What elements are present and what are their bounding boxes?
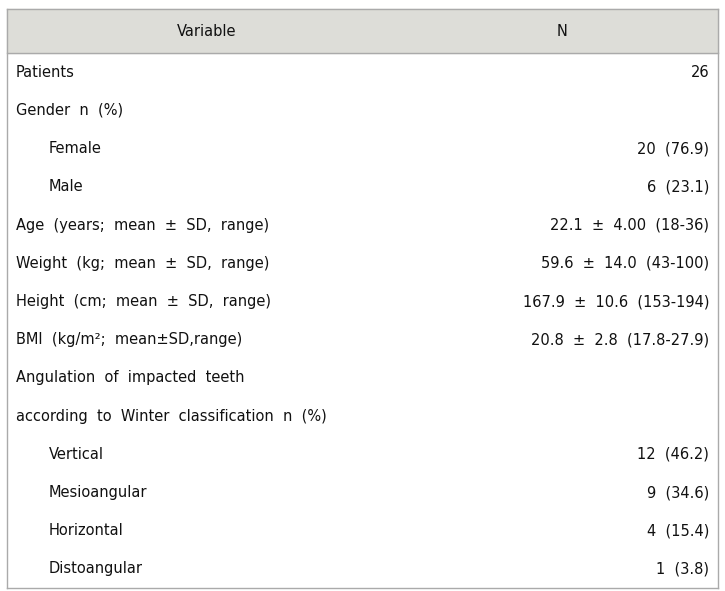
Text: Male: Male [49, 180, 83, 194]
Text: 59.6  ±  14.0  (43-100): 59.6 ± 14.0 (43-100) [541, 256, 709, 271]
Text: Female: Female [49, 141, 102, 156]
Text: 1  (3.8): 1 (3.8) [656, 561, 709, 576]
Text: Weight  (kg;  mean  ±  SD,  range): Weight (kg; mean ± SD, range) [16, 256, 269, 271]
Text: 4  (15.4): 4 (15.4) [647, 523, 709, 538]
Text: according  to  Winter  classification  n  (%): according to Winter classification n (%) [16, 408, 327, 424]
Text: 20  (76.9): 20 (76.9) [637, 141, 709, 156]
Text: Age  (years;  mean  ±  SD,  range): Age (years; mean ± SD, range) [16, 217, 269, 233]
Text: N: N [557, 24, 567, 38]
Text: 20.8  ±  2.8  (17.8-27.9): 20.8 ± 2.8 (17.8-27.9) [531, 332, 709, 348]
Text: Variable: Variable [177, 24, 236, 38]
Text: Gender  n  (%): Gender n (%) [16, 103, 123, 118]
Text: 12  (46.2): 12 (46.2) [637, 447, 709, 462]
Text: 26: 26 [690, 65, 709, 80]
Text: 9  (34.6): 9 (34.6) [647, 485, 709, 500]
Text: Distoangular: Distoangular [49, 561, 143, 576]
Text: BMI  (kg/m²;  mean±SD,range): BMI (kg/m²; mean±SD,range) [16, 332, 242, 348]
Text: Angulation  of  impacted  teeth: Angulation of impacted teeth [16, 371, 244, 385]
Text: 167.9  ±  10.6  (153-194): 167.9 ± 10.6 (153-194) [523, 294, 709, 309]
Text: Patients: Patients [16, 65, 75, 80]
Bar [7, 9, 718, 53]
Text: 22.1  ±  4.00  (18-36): 22.1 ± 4.00 (18-36) [550, 217, 709, 233]
Text: 6  (23.1): 6 (23.1) [647, 180, 709, 194]
Text: Height  (cm;  mean  ±  SD,  range): Height (cm; mean ± SD, range) [16, 294, 271, 309]
Text: Horizontal: Horizontal [49, 523, 123, 538]
Text: Mesioangular: Mesioangular [49, 485, 147, 500]
Text: Vertical: Vertical [49, 447, 104, 462]
